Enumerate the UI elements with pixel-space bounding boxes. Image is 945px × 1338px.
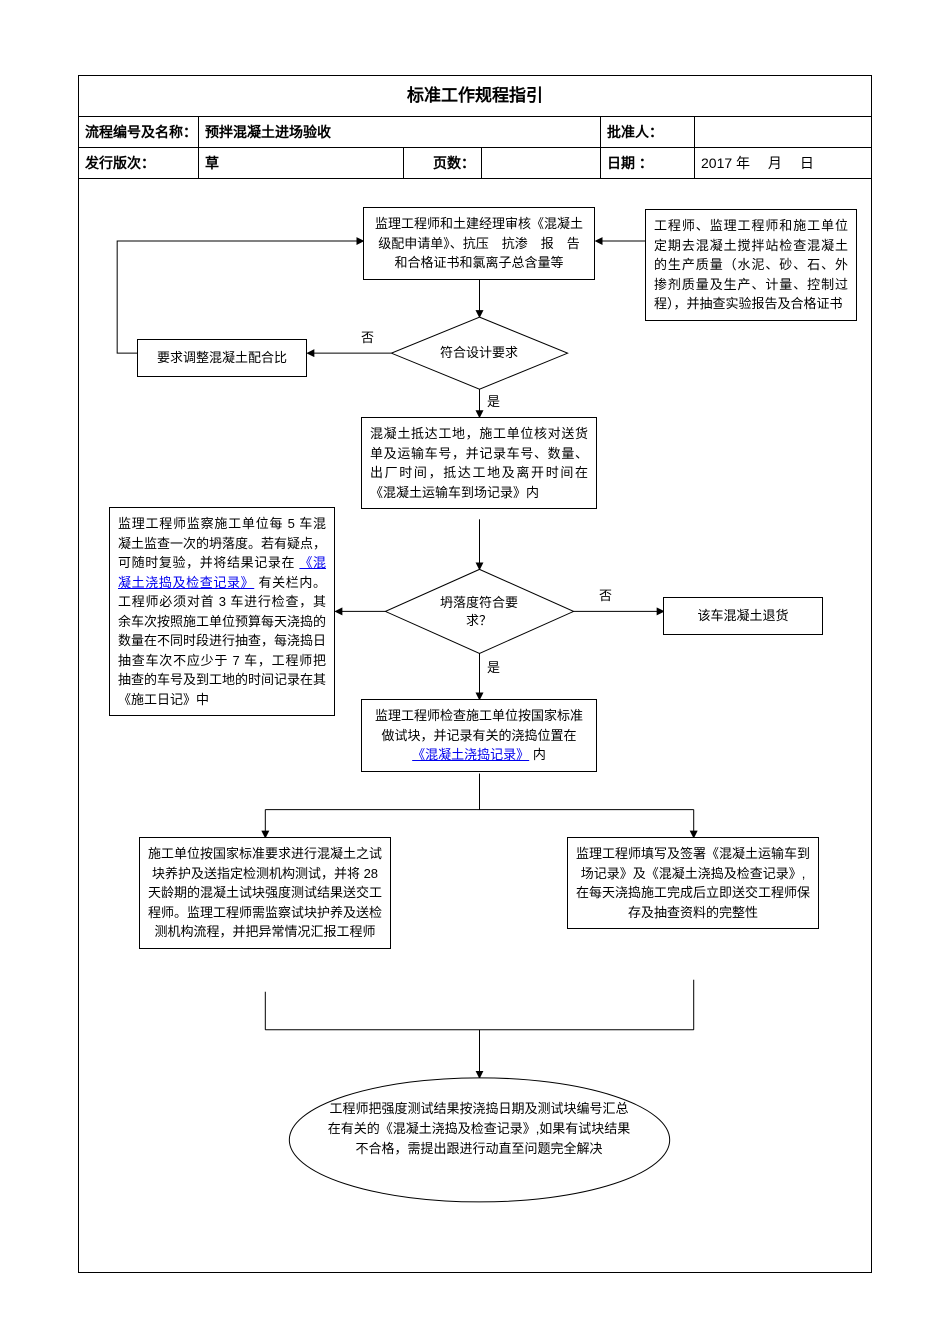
edition-value: 草	[199, 148, 404, 178]
doc-title: 标准工作规程指引	[79, 76, 871, 117]
proc-label: 流程编号及名称：	[79, 117, 199, 147]
node-adjust: 要求调整混凝土配合比	[137, 339, 307, 377]
node-review: 监理工程师和土建经理审核《混凝土级配申请单》、抗压 抗渗 报 告和合格证书和氯离…	[363, 207, 595, 280]
date-label: 日期 ：	[601, 148, 695, 178]
testblock-post: 内	[533, 747, 546, 762]
decision-slump: 坍落度符合要 求？	[425, 594, 533, 630]
node-monitor: 监理工程师监察施工单位每 5 车混凝土监查一次的坍落度。若有疑点，可随时复验，并…	[109, 507, 335, 716]
testblock-pre: 监理工程师检查施工单位按国家标准做试块，并记录有关的浇捣位置在	[375, 708, 583, 743]
testblock-link[interactable]: 《混凝土浇捣记录》	[412, 747, 529, 762]
node-arrival: 混凝土抵达工地，施工单位核对送货单及运输车号，并记录车号、数量、出厂时间，抵达工…	[361, 417, 597, 509]
node-final: 工程师把强度测试结果按浇捣日期及测试块编号汇总在有关的《混凝土浇捣及检查记录》,…	[327, 1099, 631, 1159]
proc-name: 预拌混凝土进场验收	[199, 117, 601, 147]
monitor-text-pre: 监理工程师监察施工单位每 5 车混凝土监查一次的坍落度。若有疑点，可随时复验，并…	[118, 516, 326, 570]
decision-design: 符合设计要求	[425, 344, 533, 362]
flowchart: 监理工程师和土建经理审核《混凝土级配申请单》、抗压 抗渗 报 告和合格证书和氯离…	[79, 179, 871, 1275]
label-no-2: 否	[597, 585, 614, 604]
decision-slump-l2: 求？	[466, 613, 492, 628]
label-no-1: 否	[359, 327, 376, 346]
decision-slump-l1: 坍落度符合要	[440, 595, 518, 610]
edition-label: 发行版次：	[79, 148, 199, 178]
pages-value	[482, 148, 601, 178]
date-value: 2017 年 月 日	[695, 148, 871, 178]
pages-label: 页数：	[404, 148, 482, 178]
header-row-2: 发行版次： 草 页数： 日期 ： 2017 年 月 日	[79, 148, 871, 179]
node-testblock: 监理工程师检查施工单位按国家标准做试块，并记录有关的浇捣位置在 《混凝土浇捣记录…	[361, 699, 597, 772]
node-lab: 施工单位按国家标准要求进行混凝土之试块养护及送指定检测机构测试，并将 28 天龄…	[139, 837, 391, 949]
node-signoff: 监理工程师填写及签署《混凝土运输车到场记录》及《混凝土浇捣及检查记录》,在每天浇…	[567, 837, 819, 929]
node-reject: 该车混凝土退货	[663, 597, 823, 635]
node-side-inspection: 工程师、监理工程师和施工单位定期去混凝土搅拌站检查混凝土的生产质量（水泥、砂、石…	[645, 209, 857, 321]
monitor-text-post: 有关栏内。工程师必须对首 3 车进行检查，其余车次按照施工单位预算每天浇捣的数量…	[118, 575, 326, 707]
document-frame: 标准工作规程指引 流程编号及名称： 预拌混凝土进场验收 批准人： 发行版次： 草…	[78, 75, 872, 1273]
approver-label: 批准人：	[601, 117, 695, 147]
label-yes-2: 是	[485, 657, 502, 676]
page: 标准工作规程指引 流程编号及名称： 预拌混凝土进场验收 批准人： 发行版次： 草…	[0, 0, 945, 1338]
label-yes-1: 是	[485, 391, 502, 410]
approver-value	[695, 117, 871, 147]
header-row-1: 流程编号及名称： 预拌混凝土进场验收 批准人：	[79, 117, 871, 148]
